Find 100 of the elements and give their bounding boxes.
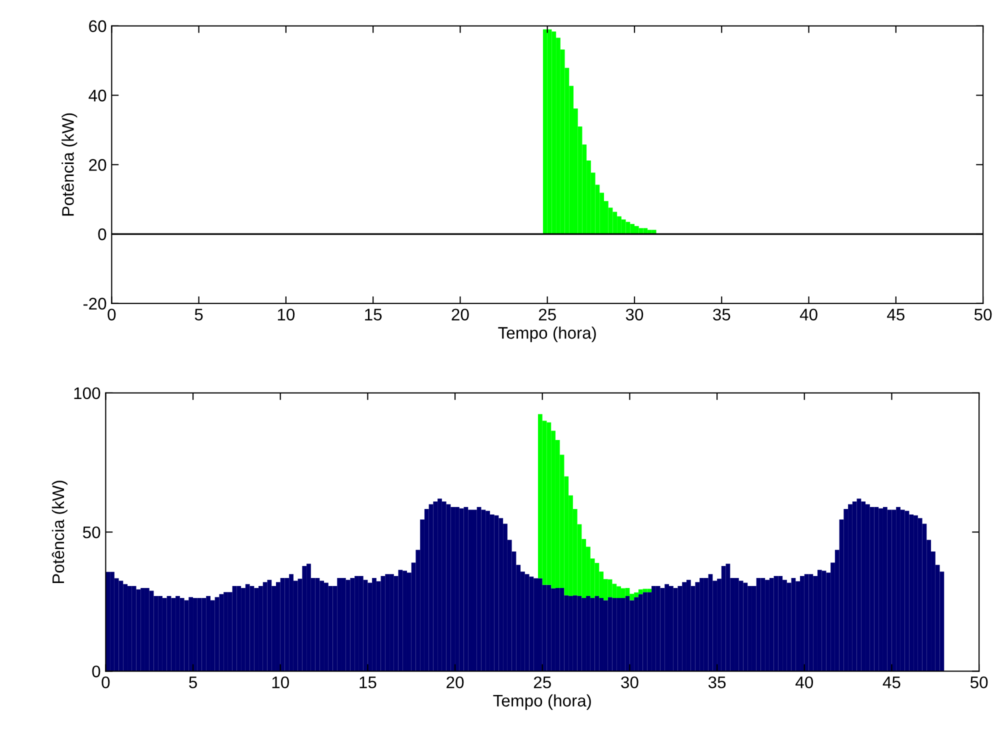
bar bbox=[450, 507, 456, 672]
y-tick-label: 60 bbox=[89, 20, 106, 32]
bar bbox=[760, 578, 766, 672]
bar bbox=[804, 574, 809, 672]
bar bbox=[774, 576, 778, 672]
bar bbox=[608, 579, 612, 598]
bar bbox=[686, 580, 691, 672]
x-tick-label: 35 bbox=[708, 676, 726, 688]
bar bbox=[778, 576, 783, 672]
x-tick-label: 10 bbox=[278, 308, 295, 321]
bar bbox=[612, 584, 617, 598]
bar bbox=[542, 29, 548, 234]
bar bbox=[250, 586, 254, 672]
bar bbox=[621, 219, 626, 234]
bar bbox=[620, 598, 626, 672]
bar bbox=[756, 578, 761, 672]
bar bbox=[738, 580, 744, 672]
x-tick-label: 10 bbox=[272, 676, 289, 688]
x-tick-label: 50 bbox=[974, 308, 992, 321]
bar bbox=[599, 598, 604, 672]
bar bbox=[918, 518, 922, 672]
bar bbox=[149, 590, 154, 672]
y-tick-label: 0 bbox=[98, 228, 106, 240]
x-tick-label: 15 bbox=[360, 676, 376, 688]
bar bbox=[817, 570, 822, 672]
x-axis-title: Tempo (hora) bbox=[498, 326, 596, 342]
bar bbox=[210, 600, 215, 672]
bar bbox=[582, 598, 586, 672]
bar bbox=[446, 504, 451, 672]
bar bbox=[769, 578, 774, 672]
bar bbox=[612, 598, 617, 672]
bar bbox=[608, 597, 612, 672]
bar bbox=[144, 588, 150, 672]
bar bbox=[861, 501, 866, 672]
bar bbox=[547, 29, 552, 234]
x-tick-label: 0 bbox=[108, 308, 116, 321]
bar bbox=[638, 594, 643, 672]
bar bbox=[214, 597, 220, 672]
bar bbox=[433, 501, 438, 672]
bar bbox=[822, 570, 826, 672]
bar bbox=[882, 507, 888, 672]
bar bbox=[490, 514, 494, 672]
bar bbox=[625, 596, 630, 672]
bar bbox=[476, 507, 482, 672]
bar bbox=[594, 596, 600, 672]
bar bbox=[726, 564, 730, 672]
x-tick-label: 30 bbox=[626, 308, 644, 321]
bar bbox=[572, 595, 578, 672]
bar bbox=[428, 504, 434, 672]
bar bbox=[904, 510, 910, 672]
bar bbox=[856, 498, 862, 672]
bar bbox=[852, 501, 857, 672]
bar bbox=[123, 584, 128, 672]
bar bbox=[590, 598, 595, 672]
x-tick-label: 5 bbox=[189, 676, 197, 688]
bar bbox=[118, 580, 124, 672]
x-tick-label: 50 bbox=[970, 676, 988, 688]
bar bbox=[328, 586, 333, 672]
bar bbox=[909, 514, 914, 672]
bar bbox=[106, 572, 110, 672]
bar bbox=[678, 586, 682, 672]
bar bbox=[346, 580, 350, 672]
bar bbox=[320, 580, 324, 672]
bar bbox=[136, 589, 141, 672]
x-tick-label: 20 bbox=[446, 676, 464, 688]
bar bbox=[442, 501, 446, 672]
bar bbox=[162, 598, 167, 672]
bar bbox=[171, 598, 176, 672]
bar bbox=[664, 584, 670, 672]
bar bbox=[197, 598, 202, 672]
bar bbox=[721, 566, 726, 672]
bar bbox=[262, 582, 268, 672]
bar bbox=[132, 586, 136, 672]
bar bbox=[560, 588, 564, 672]
x-tick-label: 45 bbox=[887, 308, 904, 321]
bar bbox=[704, 578, 708, 672]
y-tick-label: 0 bbox=[92, 666, 100, 678]
bar bbox=[276, 582, 280, 672]
bar bbox=[315, 578, 320, 672]
y-tick-label: 20 bbox=[89, 159, 106, 171]
y-tick-label: 50 bbox=[82, 526, 100, 538]
bar bbox=[870, 507, 874, 672]
bar bbox=[577, 596, 582, 672]
bar bbox=[529, 576, 534, 672]
bar bbox=[647, 588, 652, 592]
bar bbox=[180, 598, 184, 672]
bar bbox=[673, 588, 678, 672]
bar bbox=[302, 566, 307, 672]
bar bbox=[630, 600, 634, 672]
bar bbox=[612, 212, 618, 234]
y-axis-title: Potência (kW) bbox=[62, 113, 78, 216]
x-tick-label: 25 bbox=[534, 676, 551, 688]
y-axis-title: Potência (kW) bbox=[52, 480, 68, 584]
bar bbox=[743, 582, 748, 672]
bar bbox=[236, 586, 242, 672]
x-tick-label: 30 bbox=[621, 676, 638, 688]
bar bbox=[498, 518, 504, 672]
x-axis-title: Tempo (hora) bbox=[493, 694, 591, 710]
bar bbox=[341, 578, 346, 672]
bar bbox=[464, 507, 468, 672]
